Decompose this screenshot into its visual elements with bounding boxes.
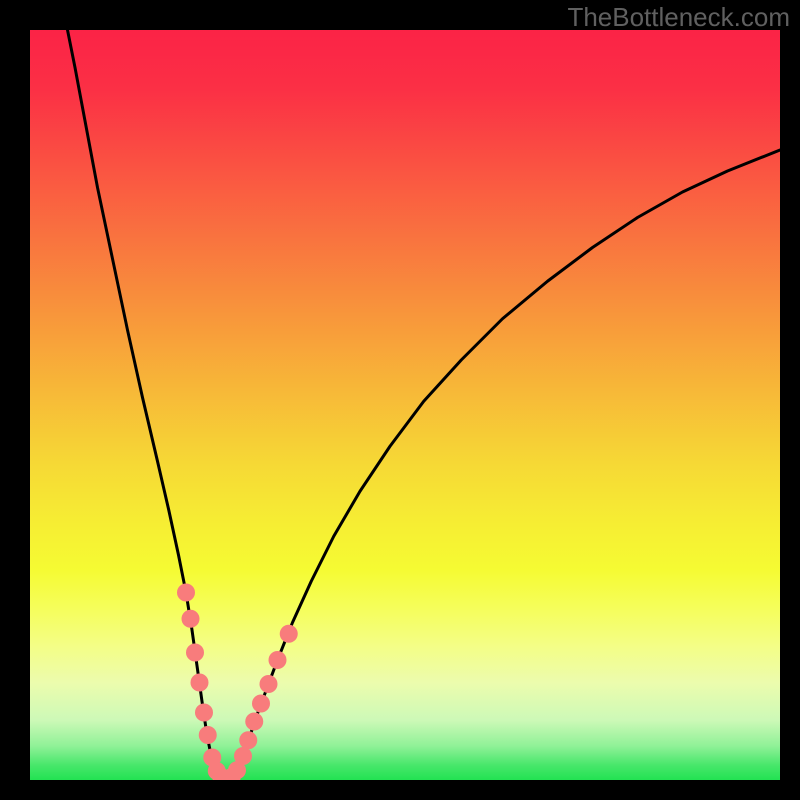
curve-marker — [245, 713, 263, 731]
curve-marker — [182, 610, 200, 628]
curve-marker — [195, 704, 213, 722]
curve-marker — [269, 651, 287, 669]
chart-stage: TheBottleneck.com — [0, 0, 800, 800]
plot-area — [30, 30, 780, 780]
curve-marker — [199, 726, 217, 744]
curve-marker — [191, 674, 209, 692]
curve-marker — [186, 644, 204, 662]
curve-marker — [239, 731, 257, 749]
curve-layer — [30, 30, 780, 780]
curve-marker — [280, 625, 298, 643]
curve-marker — [252, 695, 270, 713]
curve-marker — [260, 675, 278, 693]
curve-marker — [177, 584, 195, 602]
bottleneck-curve — [68, 30, 781, 779]
watermark-text: TheBottleneck.com — [567, 2, 790, 33]
curve-marker — [234, 747, 252, 765]
